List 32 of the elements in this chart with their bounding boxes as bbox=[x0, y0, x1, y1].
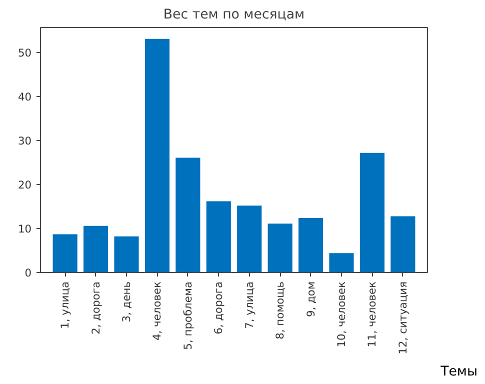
x-tick-label: 4, человек bbox=[150, 280, 164, 341]
bar bbox=[144, 38, 170, 272]
bar bbox=[390, 216, 416, 272]
bar bbox=[176, 158, 200, 272]
x-axis-title: Темы bbox=[440, 364, 478, 380]
y-tick-label: 0 bbox=[24, 266, 32, 280]
y-tick-label: 10 bbox=[18, 222, 32, 236]
chart-title: Вес тем по месяцам bbox=[163, 8, 305, 22]
x-tick-label: 6, дорога bbox=[212, 281, 226, 334]
x-tick-label: 12, ситуация bbox=[396, 281, 410, 354]
bar bbox=[84, 226, 108, 272]
y-tick-label: 30 bbox=[18, 134, 32, 148]
x-tick-label: 8, помощь bbox=[274, 281, 287, 340]
x-tick-label: 1, улица bbox=[58, 281, 72, 329]
x-tick-label: 3, день bbox=[120, 281, 133, 322]
y-tick-label: 50 bbox=[18, 46, 32, 60]
y-tick-label: 20 bbox=[18, 178, 32, 192]
bar bbox=[298, 218, 324, 272]
bar bbox=[206, 201, 231, 272]
bar bbox=[268, 224, 292, 272]
x-tick-label: 7, улица bbox=[242, 281, 256, 329]
y-tick-label: 40 bbox=[18, 90, 32, 104]
bar bbox=[360, 152, 384, 272]
bar bbox=[329, 253, 354, 272]
bar bbox=[52, 234, 78, 272]
bar bbox=[237, 206, 262, 272]
x-tick-label: 11, человек bbox=[366, 280, 379, 348]
bar bbox=[114, 236, 139, 272]
x-tick-label: 2, дорога bbox=[89, 281, 102, 334]
x-tick-label: 5, проблема bbox=[181, 281, 194, 350]
x-tick-label: 9, дом bbox=[304, 281, 318, 317]
x-tick-label: 10, человек bbox=[335, 280, 348, 348]
